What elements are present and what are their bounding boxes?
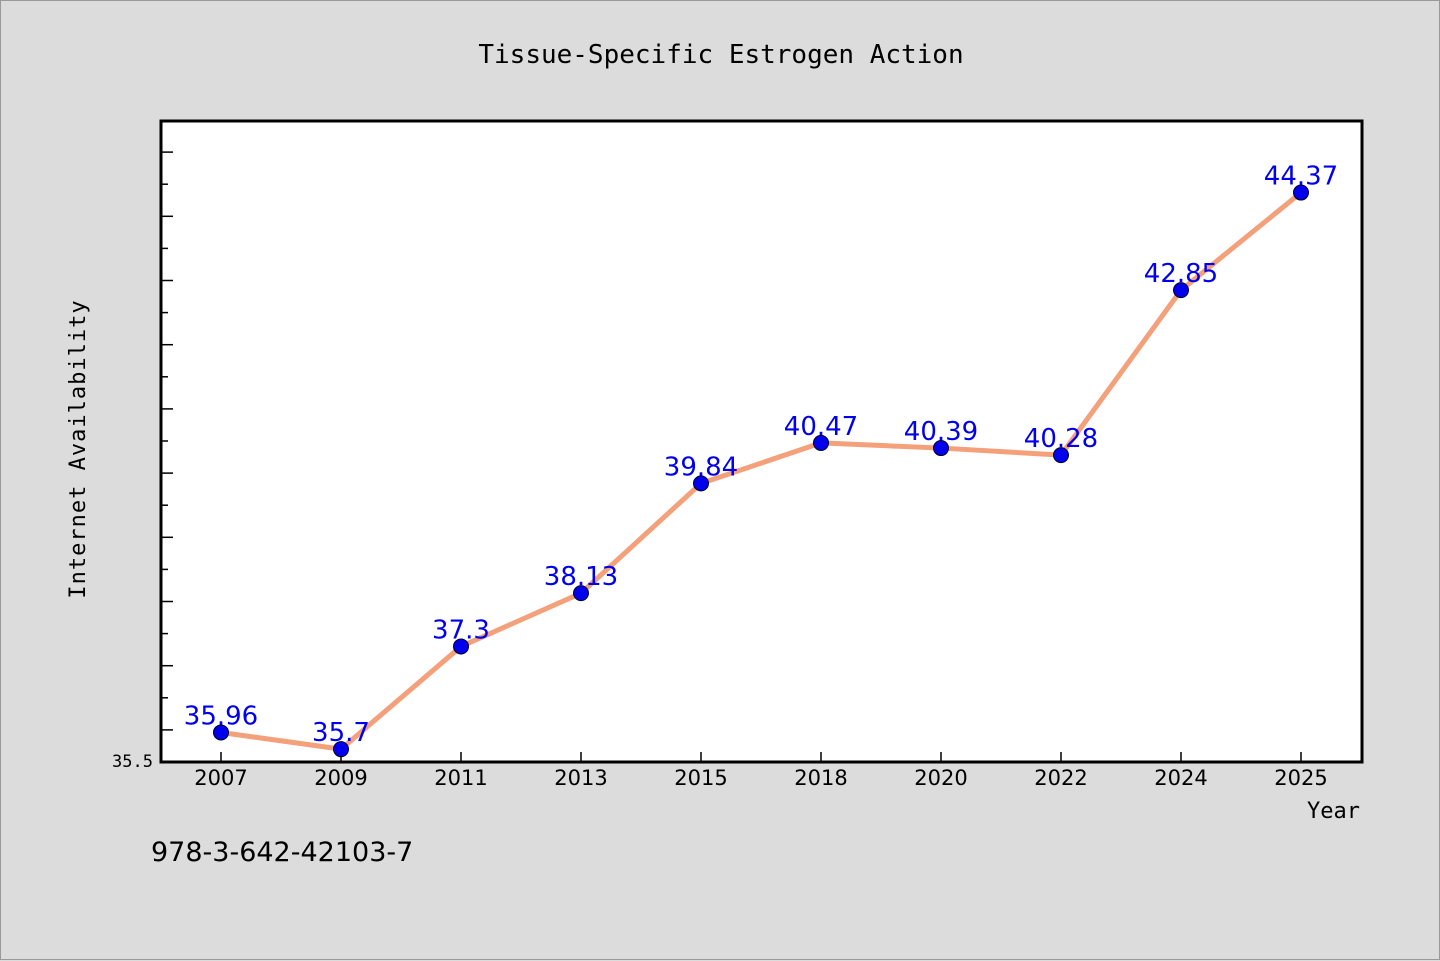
x-tick-label: 2007 [194,766,247,790]
data-point [1053,447,1069,464]
x-tick-label: 2015 [674,766,727,790]
data-point [1173,282,1189,299]
data-point [453,638,469,655]
data-label: 40.28 [1024,424,1098,454]
data-label: 40.39 [904,417,978,447]
x-axis-label: Year [1307,799,1360,824]
y-axis-ticks [161,151,173,731]
data-label: 35.7 [312,718,370,748]
data-points [213,184,1309,758]
isbn-text: 978-3-642-42103-7 [151,837,414,868]
data-point [573,585,589,602]
x-tick-label: 2011 [434,766,487,790]
data-label: 35.96 [184,701,258,731]
x-tick-label: 2009 [314,766,367,790]
y-tick-label: 35.5 [112,752,153,772]
data-point [213,724,229,741]
data-point [1293,184,1309,201]
plot-area [159,119,1364,764]
data-label: 44.37 [1264,162,1338,192]
data-label: 38.13 [544,562,618,592]
x-tick-label: 2022 [1034,766,1087,790]
x-tick-label: 2025 [1274,766,1327,790]
x-tick-label: 2018 [794,766,847,790]
x-tick-label: 2020 [914,766,967,790]
series-line [218,190,1304,752]
x-tick-label: 2013 [554,766,607,790]
y-axis-label: Internet Availability [66,299,91,598]
data-labels: 35.96 35.7 37.3 38.13 39.84 40.47 40.39 40.28 42… [184,162,1338,749]
data-label: 39.84 [664,452,738,482]
x-axis: 2007 2009 2011 2013 2015 2018 2020 2022 2024 2025 [194,752,1328,790]
data-point [693,475,709,492]
data-label: 40.47 [784,412,858,442]
chart-title: Tissue-Specific Estrogen Action [478,40,963,70]
data-point [813,434,829,451]
data-point [333,741,349,758]
data-label: 42.85 [1144,259,1218,289]
x-tick-label: 2024 [1154,766,1207,790]
data-label: 37.3 [432,615,490,645]
data-point [933,440,949,457]
